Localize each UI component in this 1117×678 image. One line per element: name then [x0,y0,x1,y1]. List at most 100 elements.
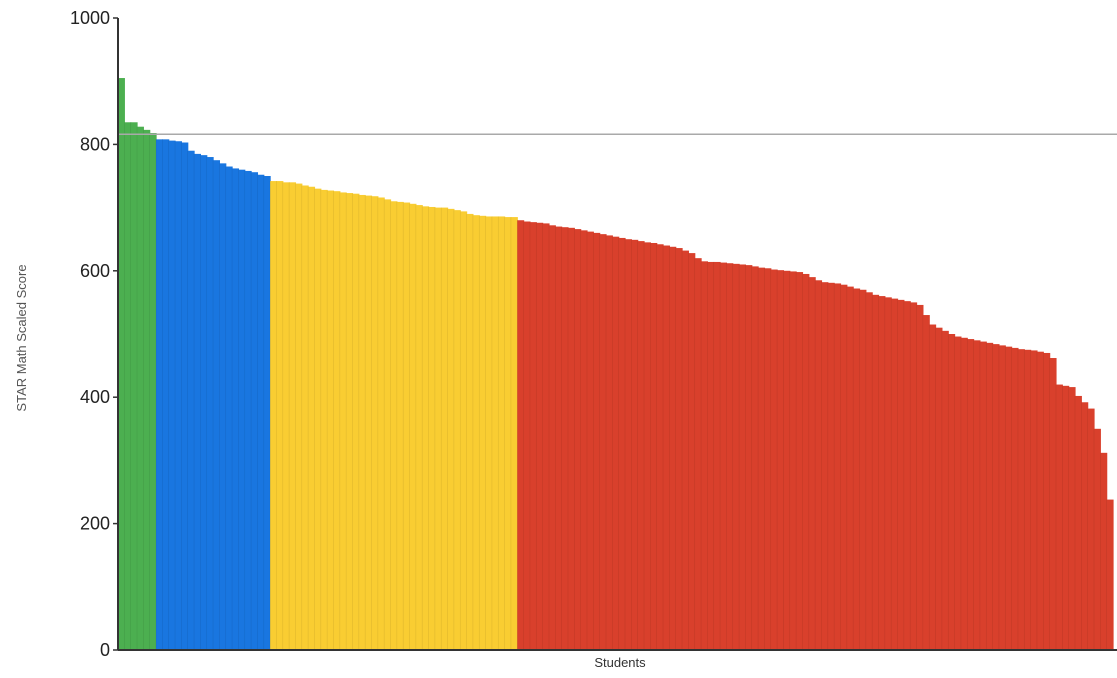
bar-series-0 [118,78,125,651]
bar-series-3 [574,229,582,650]
bar-series-2 [422,206,430,650]
bar-series-3 [618,237,626,650]
bars-layer [118,78,1114,651]
bar-series-3 [960,337,968,650]
bar-series-3 [910,302,918,650]
bar-series-2 [276,181,284,650]
bar-series-3 [650,242,658,651]
bar-series-3 [859,289,867,650]
bar-series-2 [447,208,455,651]
bar-series-3 [1024,349,1032,650]
bar-series-3 [897,299,905,650]
bar-series-3 [694,258,702,650]
bar-series-3 [884,297,892,650]
bar-series-2 [371,196,379,650]
bar-series-3 [675,248,683,651]
bar-series-1 [181,142,189,650]
bar-series-1 [263,176,271,650]
bar-series-3 [1087,408,1095,650]
bar-series-3 [701,261,708,650]
bar-series-2 [301,185,309,651]
bar-series-3 [827,282,835,650]
bar-series-3 [865,292,873,650]
bar-series-1 [219,163,227,651]
bar-series-3 [979,341,987,650]
y-tick-label: 400 [80,387,110,407]
bar-series-3 [1106,499,1114,650]
bar-series-3 [1055,384,1063,650]
bar-series-3 [891,298,899,650]
bar-series-0 [149,133,157,650]
bar-series-2 [479,215,487,650]
bar-series-2 [403,202,411,651]
bar-series-3 [1100,452,1108,650]
bar-series-2 [346,193,354,650]
bar-series-2 [485,216,493,650]
bar-series-3 [561,227,569,650]
bar-series-0 [143,129,151,651]
bar-series-2 [365,195,373,650]
bar-series-3 [758,267,766,650]
bar-series-0 [137,126,144,650]
bar-series-3 [605,235,613,650]
bar-series-1 [232,168,240,651]
bar-series-3 [1043,352,1051,650]
bar-series-2 [289,182,297,650]
bar-series-2 [270,181,278,650]
bar-series-2 [409,203,417,650]
bar-series-2 [333,191,341,651]
bar-series-3 [903,301,911,650]
bar-series-2 [358,194,366,650]
bar-series-3 [586,231,594,650]
bar-series-2 [441,207,449,650]
bar-series-3 [777,270,785,650]
bar-series-3 [986,342,994,650]
bar-series-3 [523,221,531,650]
bar-series-2 [510,217,518,650]
bar-series-2 [396,201,404,650]
bar-series-3 [821,282,829,650]
bar-series-3 [726,263,734,650]
bar-series-3 [764,268,772,650]
bar-series-2 [498,216,506,650]
bar-series-2 [415,205,423,650]
bar-series-2 [320,189,328,650]
bar-series-3 [707,261,715,650]
y-tick-label: 200 [80,514,110,534]
bar-series-2 [460,211,468,650]
bar-series-1 [257,174,265,651]
bar-series-3 [1005,346,1013,650]
bar-series-3 [529,222,537,650]
bar-series-3 [1062,385,1070,650]
bar-series-3 [732,263,740,650]
bar-series-3 [1068,387,1076,650]
bar-series-3 [1011,347,1019,650]
bar-series-3 [935,327,943,650]
bar-series-2 [491,216,499,650]
bar-series-3 [625,239,632,650]
bar-series-2 [377,197,385,651]
bar-series-3 [580,230,588,650]
bar-series-3 [713,261,721,650]
bar-series-3 [644,242,651,651]
bar-series-2 [327,190,335,651]
bar-series-2 [352,193,360,650]
bar-series-1 [175,141,182,651]
bar-series-1 [156,139,163,650]
y-axis-label: STAR Math Scaled Score [14,264,29,411]
bar-series-3 [770,269,778,650]
bar-series-1 [238,169,246,650]
bar-series-3 [1049,358,1057,650]
bar-series-2 [434,207,442,650]
bar-series-3 [973,340,981,650]
bar-series-3 [878,296,886,650]
bar-series-3 [688,253,696,650]
bar-series-3 [745,265,753,650]
bar-series-2 [472,215,480,650]
bar-series-3 [941,330,949,650]
bar-series-1 [251,172,259,650]
bar-series-3 [846,286,854,650]
bar-series-1 [213,160,220,650]
bar-series-3 [992,344,1000,650]
